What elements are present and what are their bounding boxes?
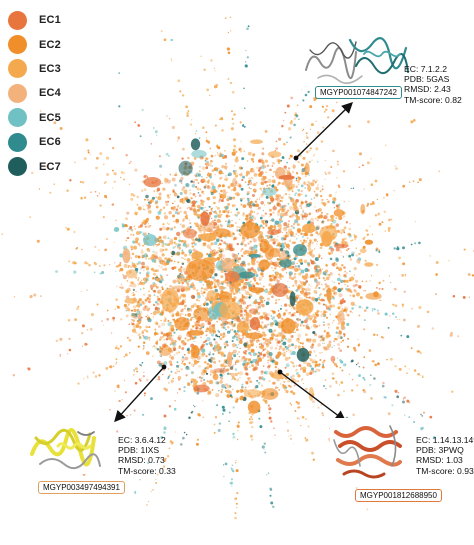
protein-structure-icon (30, 428, 101, 470)
structure-thumbnail-bottom-right (330, 418, 412, 484)
protein-id-bottom-right: MGYP001812688950 (355, 489, 442, 502)
legend-swatch (8, 132, 27, 152)
ec-number: EC: 1.14.13.149 (416, 435, 474, 445)
protein-id-top-right: MGYP001074847242 (315, 86, 402, 99)
legend-item-ec4: EC4 (8, 81, 88, 105)
rmsd-value: RMSD: 0.73 (118, 455, 165, 466)
arrow-to-bottom-right-origin (277, 369, 283, 375)
info-top-right: EC: 7.1.2.2 PDB: 5GAS RMSD: 2.43 TM-scor… (404, 64, 462, 105)
rmsd-value: RMSD: 1.03 (416, 455, 463, 466)
protein-structure-icon (333, 425, 402, 479)
legend-swatch (8, 83, 27, 103)
arrow-to-top-right (295, 102, 353, 159)
legend-label: EC1 (39, 14, 61, 27)
tm-score-value: TM-score: 0.93 (416, 465, 474, 476)
pdb-code: PDB: 5GAS (404, 74, 450, 85)
legend-swatch (8, 10, 27, 30)
legend-label: EC4 (39, 87, 61, 100)
legend-label: EC7 (39, 160, 61, 173)
network-scatter (1, 16, 474, 520)
rmsd-value: RMSD: 2.43 (404, 84, 451, 95)
callout-arrows (114, 102, 353, 423)
legend-item-ec3: EC3 (8, 57, 88, 81)
arrow-to-bottom-right (279, 371, 347, 422)
pdb-code: PDB: 3PWQ (416, 445, 464, 456)
info-bottom-left: EC: 3.6.4.12 PDB: 1IXS RMSD: 0.73 TM-sco… (118, 435, 176, 476)
arrow-to-bottom-left (114, 366, 165, 423)
structure-thumbnail-bottom-left (28, 420, 110, 474)
protein-structure-icon (305, 37, 409, 84)
ec-number: EC: 3.6.4.12 (118, 435, 166, 445)
legend-item-ec7: EC7 (8, 154, 88, 178)
legend-label: EC6 (39, 136, 61, 149)
legend-item-ec1: EC1 (8, 8, 88, 32)
legend-swatch (8, 157, 27, 177)
tm-score-value: TM-score: 0.33 (118, 465, 176, 476)
protein-id-bottom-left: MGYP003497494391 (38, 481, 125, 494)
legend: EC1 EC2 EC3 EC4 EC5 EC6 EC7 (8, 8, 88, 179)
legend-item-ec5: EC5 (8, 106, 88, 130)
legend-swatch (8, 35, 27, 55)
pdb-code: PDB: 1IXS (118, 445, 160, 456)
legend-label: EC5 (39, 111, 61, 124)
legend-item-ec6: EC6 (8, 130, 88, 154)
legend-swatch (8, 108, 27, 128)
legend-label: EC2 (39, 38, 61, 51)
legend-swatch (8, 59, 27, 79)
info-bottom-right: EC: 1.14.13.149 PDB: 3PWQ RMSD: 1.03 TM-… (416, 435, 474, 476)
structure-thumbnail-top-right (300, 30, 418, 86)
ec-number: EC: 7.1.2.2 (404, 64, 447, 74)
legend-item-ec2: EC2 (8, 32, 88, 56)
arrow-to-top-right-origin (293, 155, 299, 161)
arrow-to-bottom-left-origin (161, 364, 167, 370)
legend-label: EC3 (39, 62, 61, 75)
tm-score-value: TM-score: 0.82 (404, 94, 462, 105)
